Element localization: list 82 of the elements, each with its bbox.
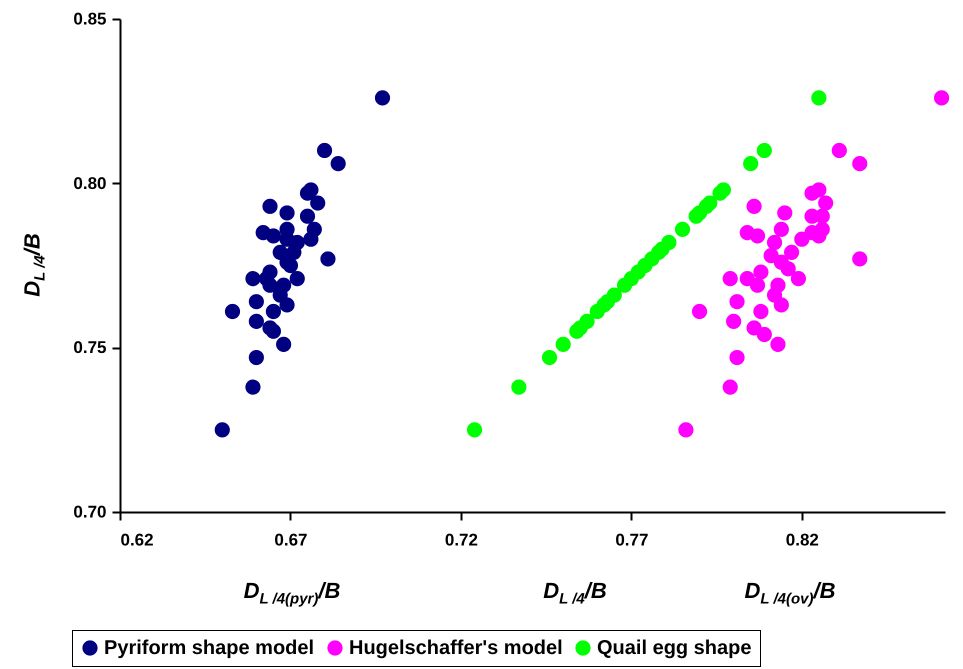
legend-label: Quail egg shape	[597, 637, 752, 659]
point	[722, 271, 738, 286]
x-tick-label: 0.77	[615, 530, 648, 550]
point	[777, 205, 792, 220]
point	[282, 258, 298, 274]
point	[266, 228, 281, 244]
point	[248, 294, 264, 310]
point	[746, 320, 762, 336]
point	[770, 336, 786, 352]
point	[743, 156, 758, 172]
point	[300, 208, 316, 224]
point	[692, 304, 708, 320]
point	[248, 314, 264, 329]
x-tick-label: 0.62	[120, 530, 154, 550]
point	[276, 336, 292, 352]
point	[756, 142, 772, 158]
point	[811, 90, 826, 106]
point	[266, 324, 281, 339]
point	[753, 304, 768, 320]
point	[746, 198, 762, 214]
point	[303, 232, 318, 247]
point	[316, 142, 332, 158]
point	[606, 288, 622, 303]
point	[729, 350, 745, 366]
point	[266, 304, 281, 320]
point	[262, 278, 278, 293]
point	[330, 156, 346, 172]
legend-label: Pyriform shape model	[104, 637, 314, 659]
text: D$_{L /4}$/B	[543, 578, 607, 608]
point	[214, 422, 230, 438]
y-tick-label: 0.85	[73, 10, 106, 28]
point	[774, 254, 789, 270]
x-tick-label: 0.82	[786, 530, 819, 550]
point	[511, 380, 526, 395]
legend-label: Hugelschaffer's model	[349, 637, 563, 659]
point	[279, 205, 295, 220]
point	[320, 251, 336, 266]
point	[766, 234, 782, 250]
text: D$_{L /4(ov)}$/B	[744, 578, 836, 608]
point	[466, 422, 482, 438]
point	[811, 182, 826, 198]
point	[722, 380, 738, 395]
point	[818, 195, 834, 211]
point	[750, 228, 766, 244]
y-tick-label: 0.75	[73, 338, 106, 358]
y-tick-label: 0.80	[73, 174, 106, 193]
point	[729, 294, 745, 310]
point	[716, 182, 731, 198]
point	[245, 380, 261, 395]
point	[770, 278, 786, 293]
point	[832, 142, 847, 158]
point	[674, 222, 690, 237]
point	[790, 271, 806, 286]
point	[702, 195, 718, 211]
point	[300, 186, 316, 201]
point	[753, 264, 768, 280]
x-tick-label: 0.72	[444, 530, 478, 550]
point	[556, 336, 571, 352]
point	[224, 304, 240, 320]
point	[579, 314, 595, 329]
point	[262, 198, 278, 214]
point	[852, 251, 868, 266]
point	[245, 271, 261, 286]
point	[756, 326, 772, 342]
point	[661, 234, 676, 250]
point	[814, 222, 830, 237]
point	[290, 271, 305, 286]
point	[726, 314, 742, 329]
point	[279, 297, 295, 313]
point	[934, 90, 950, 106]
point	[310, 195, 326, 211]
point	[248, 350, 264, 366]
y-tick-label: 0.70	[73, 502, 106, 522]
point	[852, 156, 868, 172]
point	[542, 350, 558, 366]
point	[374, 90, 390, 106]
point	[784, 244, 800, 260]
point	[774, 222, 789, 237]
x-tick-label: 0.67	[274, 530, 308, 550]
text: D$_{L /4(pyr)}$/B	[244, 578, 340, 608]
point	[678, 422, 694, 438]
point	[750, 278, 766, 293]
